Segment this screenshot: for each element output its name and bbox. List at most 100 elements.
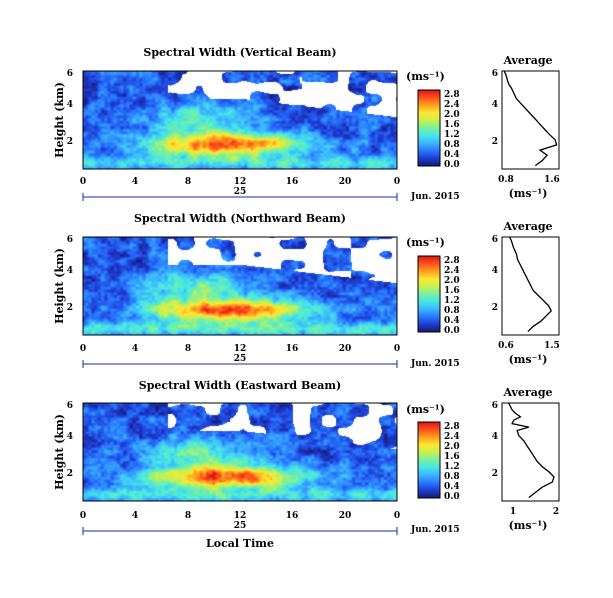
- avg-x-label: (ms⁻¹): [509, 353, 548, 366]
- avg-y-tick: 6: [492, 235, 498, 245]
- colorbar-tick: 0.4: [444, 150, 460, 160]
- x-tick-label: 4: [132, 177, 138, 187]
- avg-x-tick: 1.5: [544, 341, 560, 351]
- y-tick-label: 4: [67, 266, 73, 276]
- colorbar-tick: 1.6: [444, 452, 460, 462]
- colorbar-tick: 2.0: [444, 110, 460, 120]
- colorbar-tick: 0.8: [444, 472, 460, 482]
- x-tick-label: 0: [394, 177, 400, 187]
- colorbar-tick: 2.8: [444, 90, 460, 100]
- x-tick-label: 12: [234, 344, 247, 354]
- colorbar-unit: (ms⁻¹): [406, 236, 445, 249]
- x-tick-label: 20: [339, 511, 352, 521]
- x-tick-label: 0: [394, 511, 400, 521]
- colorbar: (ms⁻¹) 0.0 0.4 0.8 1.2 1.6 2.0 2.4 2.8: [406, 70, 460, 170]
- avg-x-tick: 0.8: [498, 175, 514, 185]
- average-title: Average: [502, 54, 552, 67]
- colorbar-tick: 2.0: [444, 276, 460, 286]
- heatmap-area: [82, 70, 398, 170]
- colorbar: (ms⁻¹) 0.0 0.4 0.8 1.2 1.6 2.0 2.4 2.8: [406, 403, 460, 502]
- heatmap-area: [82, 402, 398, 502]
- colorbar-unit: (ms⁻¹): [406, 403, 445, 416]
- y-tick-label: 2: [67, 137, 73, 147]
- colorbar-tick: 2.8: [444, 422, 460, 432]
- average-profile: Average 2 4 6 0.6 1.5 (ms⁻¹): [492, 220, 560, 366]
- colorbar-tick: 0.8: [444, 140, 460, 150]
- y-tick-label: 4: [67, 432, 73, 442]
- avg-y-tick: 2: [492, 469, 498, 479]
- average-profile: Average 2 4 6 0.8 1.6 (ms⁻¹): [492, 54, 560, 200]
- colorbar-tick: 1.2: [444, 130, 460, 140]
- day-bar: 25: [82, 354, 398, 368]
- day-bar: 25: [82, 521, 398, 535]
- average-line: [508, 402, 555, 499]
- x-tick-label: 0: [80, 177, 86, 187]
- x-tick-label: 8: [185, 344, 191, 354]
- x-tick-label: 0: [394, 344, 400, 354]
- date-label: Jun. 2015: [410, 192, 460, 202]
- average-title: Average: [502, 386, 552, 399]
- colorbar-tick: 0.0: [444, 492, 460, 502]
- y-axis-label: Height (km): [53, 82, 66, 158]
- colorbar: (ms⁻¹) 0.0 0.4 0.8 1.2 1.6 2.0 2.4 2.8: [406, 236, 460, 336]
- x-tick-labels: 0 4 8 12 16 20 0: [80, 511, 400, 521]
- avg-y-tick: 4: [492, 432, 498, 442]
- y-tick-label: 6: [67, 401, 73, 411]
- colorbar-tick: 2.4: [444, 100, 460, 110]
- colorbar-tick: 1.2: [444, 296, 460, 306]
- avg-y-tick: 4: [492, 100, 498, 110]
- avg-x-tick: 1: [510, 507, 516, 517]
- x-tick-label: 4: [132, 344, 138, 354]
- y-tick-label: 2: [67, 469, 73, 479]
- x-tick-label: 20: [339, 177, 352, 187]
- average-line: [503, 70, 558, 167]
- colorbar-tick: 1.6: [444, 286, 460, 296]
- y-axis-label: Height (km): [53, 248, 66, 324]
- avg-x-tick: 1.6: [544, 175, 560, 185]
- colorbar-tick: 0.4: [444, 482, 460, 492]
- y-tick-label: 6: [67, 69, 73, 79]
- x-tick-labels: 0 4 8 12 16 20 0: [80, 177, 400, 187]
- avg-x-label: (ms⁻¹): [509, 519, 548, 532]
- average-profile: Average 2 4 6 1 2 (ms⁻¹): [492, 386, 560, 532]
- avg-x-tick: 2: [553, 507, 559, 517]
- average-title: Average: [502, 220, 552, 233]
- y-axis-label: Height (km): [53, 414, 66, 490]
- heatmap-area: [82, 236, 398, 336]
- avg-y-tick: 6: [492, 69, 498, 79]
- day-label: 25: [234, 354, 247, 364]
- average-line: [509, 236, 552, 333]
- x-tick-label: 8: [185, 177, 191, 187]
- day-label: 25: [234, 187, 247, 197]
- panel-title: Spectral Width (Eastward Beam): [139, 379, 341, 392]
- x-tick-label: 0: [80, 511, 86, 521]
- y-tick-label: 4: [67, 100, 73, 110]
- avg-y-tick: 6: [492, 401, 498, 411]
- x-tick-label: 12: [234, 177, 247, 187]
- colorbar-tick: 2.4: [444, 432, 460, 442]
- colorbar-tick: 0.0: [444, 326, 460, 336]
- date-label: Jun. 2015: [410, 525, 460, 535]
- panel-eastward: Spectral Width (Eastward Beam) Height (k…: [53, 379, 560, 550]
- heatmap-raster: [83, 71, 397, 169]
- avg-x-tick: 0.6: [498, 341, 514, 351]
- panel-title: Spectral Width (Vertical Beam): [143, 46, 336, 59]
- heatmap-raster: [83, 403, 397, 501]
- x-tick-labels: 0 4 8 12 16 20 0: [80, 344, 400, 354]
- x-tick-label: 0: [80, 344, 86, 354]
- colorbar-tick: 0.8: [444, 306, 460, 316]
- x-axis-label: Local Time: [206, 537, 274, 550]
- day-label: 25: [234, 521, 247, 531]
- x-tick-label: 16: [286, 344, 299, 354]
- avg-y-tick: 4: [492, 266, 498, 276]
- y-tick-label: 2: [67, 303, 73, 313]
- x-tick-label: 12: [234, 511, 247, 521]
- colorbar-tick: 1.6: [444, 120, 460, 130]
- panel-northward: Spectral Width (Northward Beam) Height (…: [53, 212, 560, 369]
- x-tick-label: 20: [339, 344, 352, 354]
- avg-y-tick: 2: [492, 303, 498, 313]
- x-tick-label: 4: [132, 511, 138, 521]
- colorbar-unit: (ms⁻¹): [406, 70, 445, 83]
- x-tick-label: 16: [286, 511, 299, 521]
